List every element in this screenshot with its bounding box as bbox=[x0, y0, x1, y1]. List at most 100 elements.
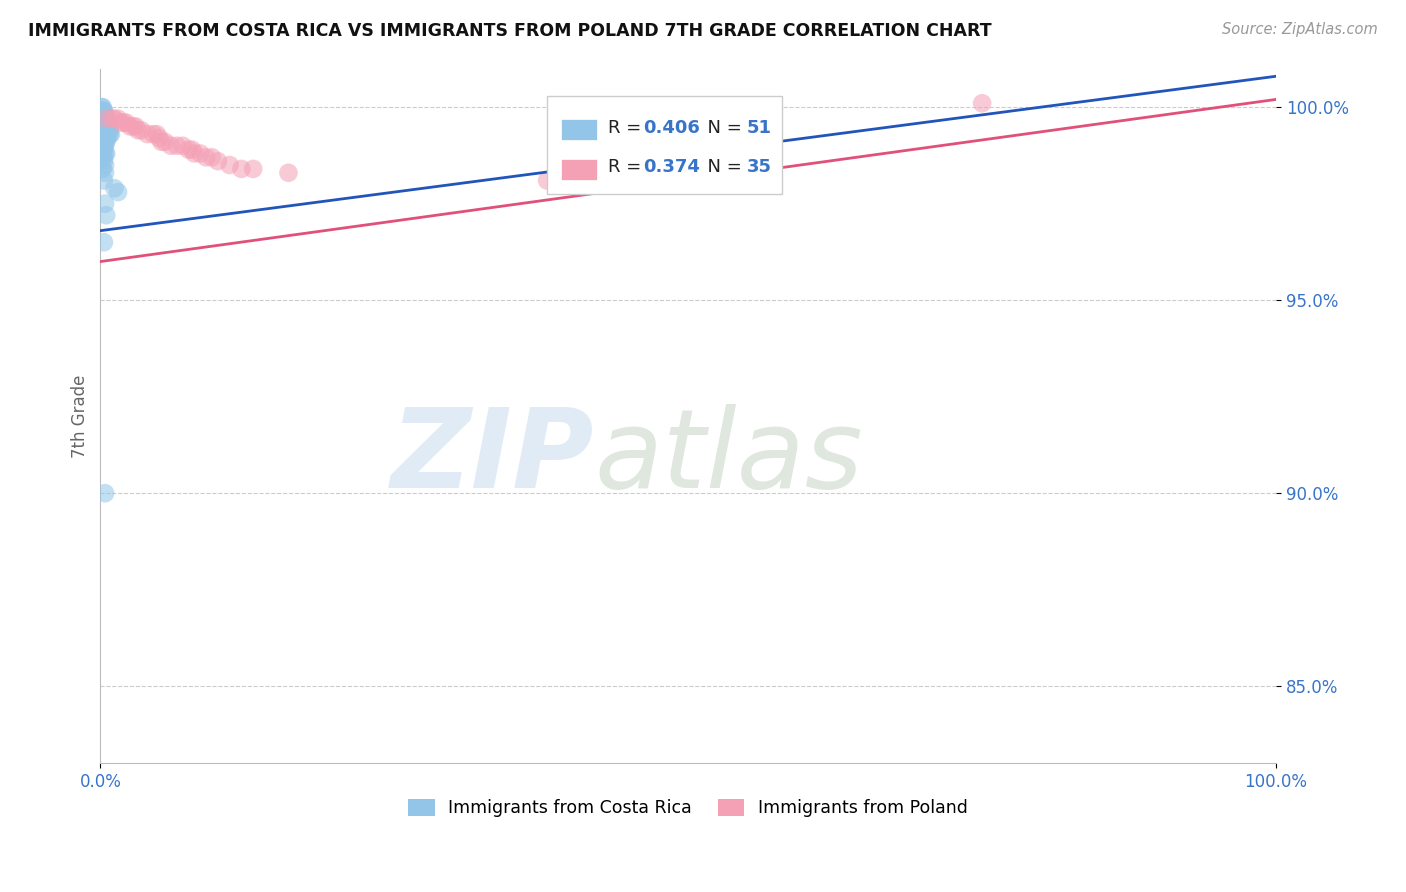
Text: 0.374: 0.374 bbox=[644, 158, 700, 177]
Point bbox=[97, 120, 120, 134]
Point bbox=[115, 115, 138, 129]
Point bbox=[91, 127, 114, 141]
Point bbox=[96, 115, 118, 129]
Text: N =: N = bbox=[696, 119, 748, 136]
Point bbox=[94, 146, 117, 161]
Point bbox=[94, 112, 117, 126]
Point bbox=[93, 135, 115, 149]
Point bbox=[160, 138, 183, 153]
Point bbox=[94, 196, 117, 211]
Point bbox=[146, 127, 169, 141]
Text: 0.406: 0.406 bbox=[644, 119, 700, 136]
Point bbox=[93, 143, 115, 157]
Point bbox=[103, 112, 125, 126]
Point bbox=[93, 103, 115, 118]
Point bbox=[96, 112, 118, 126]
FancyBboxPatch shape bbox=[547, 96, 782, 194]
Point bbox=[96, 115, 118, 129]
Point bbox=[110, 115, 132, 129]
Point bbox=[218, 158, 240, 172]
Text: 35: 35 bbox=[747, 158, 772, 177]
Point bbox=[96, 112, 118, 126]
Point bbox=[93, 154, 115, 169]
Point bbox=[188, 146, 211, 161]
Point bbox=[96, 112, 118, 126]
Point bbox=[97, 123, 120, 137]
Point bbox=[90, 100, 112, 114]
Text: R =: R = bbox=[609, 119, 647, 136]
Text: 51: 51 bbox=[747, 119, 772, 136]
Point bbox=[231, 161, 253, 176]
Point bbox=[148, 131, 170, 145]
Point bbox=[103, 181, 125, 195]
Point bbox=[96, 146, 118, 161]
Point bbox=[101, 112, 124, 126]
Point bbox=[153, 135, 176, 149]
Point bbox=[94, 158, 117, 172]
Point bbox=[96, 120, 118, 134]
Point bbox=[536, 173, 558, 187]
FancyBboxPatch shape bbox=[561, 120, 596, 140]
Point bbox=[96, 131, 118, 145]
Point bbox=[93, 235, 115, 250]
Point bbox=[207, 154, 229, 169]
Point bbox=[131, 123, 153, 137]
Point bbox=[98, 127, 121, 141]
Point bbox=[94, 486, 117, 500]
Point bbox=[93, 108, 115, 122]
Text: R =: R = bbox=[609, 158, 647, 177]
Point bbox=[94, 135, 117, 149]
Point bbox=[107, 185, 129, 199]
Point bbox=[91, 161, 114, 176]
Point bbox=[96, 115, 118, 129]
Point bbox=[94, 131, 117, 145]
Point bbox=[94, 112, 117, 126]
Point bbox=[201, 150, 224, 164]
Text: atlas: atlas bbox=[595, 404, 863, 511]
Point bbox=[96, 115, 118, 129]
Point bbox=[972, 96, 994, 111]
Point bbox=[172, 138, 194, 153]
Point bbox=[94, 108, 117, 122]
Point bbox=[181, 143, 204, 157]
Point bbox=[124, 120, 146, 134]
Point bbox=[96, 115, 118, 129]
Point bbox=[93, 138, 115, 153]
Point bbox=[93, 173, 115, 187]
Point bbox=[91, 100, 114, 114]
Point bbox=[94, 108, 117, 122]
Point bbox=[177, 143, 200, 157]
Point bbox=[96, 120, 118, 134]
Point bbox=[136, 127, 159, 141]
Point bbox=[98, 123, 121, 137]
Point bbox=[93, 150, 115, 164]
Point bbox=[91, 103, 114, 118]
Text: Source: ZipAtlas.com: Source: ZipAtlas.com bbox=[1222, 22, 1378, 37]
Point bbox=[583, 178, 606, 192]
Point bbox=[97, 120, 120, 134]
Point bbox=[94, 166, 117, 180]
Point bbox=[100, 127, 122, 141]
Point bbox=[96, 131, 118, 145]
Point bbox=[107, 112, 129, 126]
Point bbox=[195, 150, 218, 164]
FancyBboxPatch shape bbox=[561, 159, 596, 179]
Point bbox=[112, 115, 135, 129]
Text: IMMIGRANTS FROM COSTA RICA VS IMMIGRANTS FROM POLAND 7TH GRADE CORRELATION CHART: IMMIGRANTS FROM COSTA RICA VS IMMIGRANTS… bbox=[28, 22, 991, 40]
Point bbox=[166, 138, 188, 153]
Y-axis label: 7th Grade: 7th Grade bbox=[72, 375, 89, 458]
Point bbox=[242, 161, 264, 176]
Point bbox=[93, 127, 115, 141]
Point bbox=[118, 120, 141, 134]
Text: N =: N = bbox=[696, 158, 748, 177]
Point bbox=[142, 127, 165, 141]
Point bbox=[96, 135, 118, 149]
Legend: Immigrants from Costa Rica, Immigrants from Poland: Immigrants from Costa Rica, Immigrants f… bbox=[402, 791, 974, 824]
Point bbox=[150, 135, 173, 149]
Point bbox=[93, 103, 115, 118]
Point bbox=[93, 108, 115, 122]
Point bbox=[96, 208, 118, 222]
Point bbox=[122, 120, 145, 134]
Point bbox=[94, 138, 117, 153]
Point bbox=[183, 146, 205, 161]
